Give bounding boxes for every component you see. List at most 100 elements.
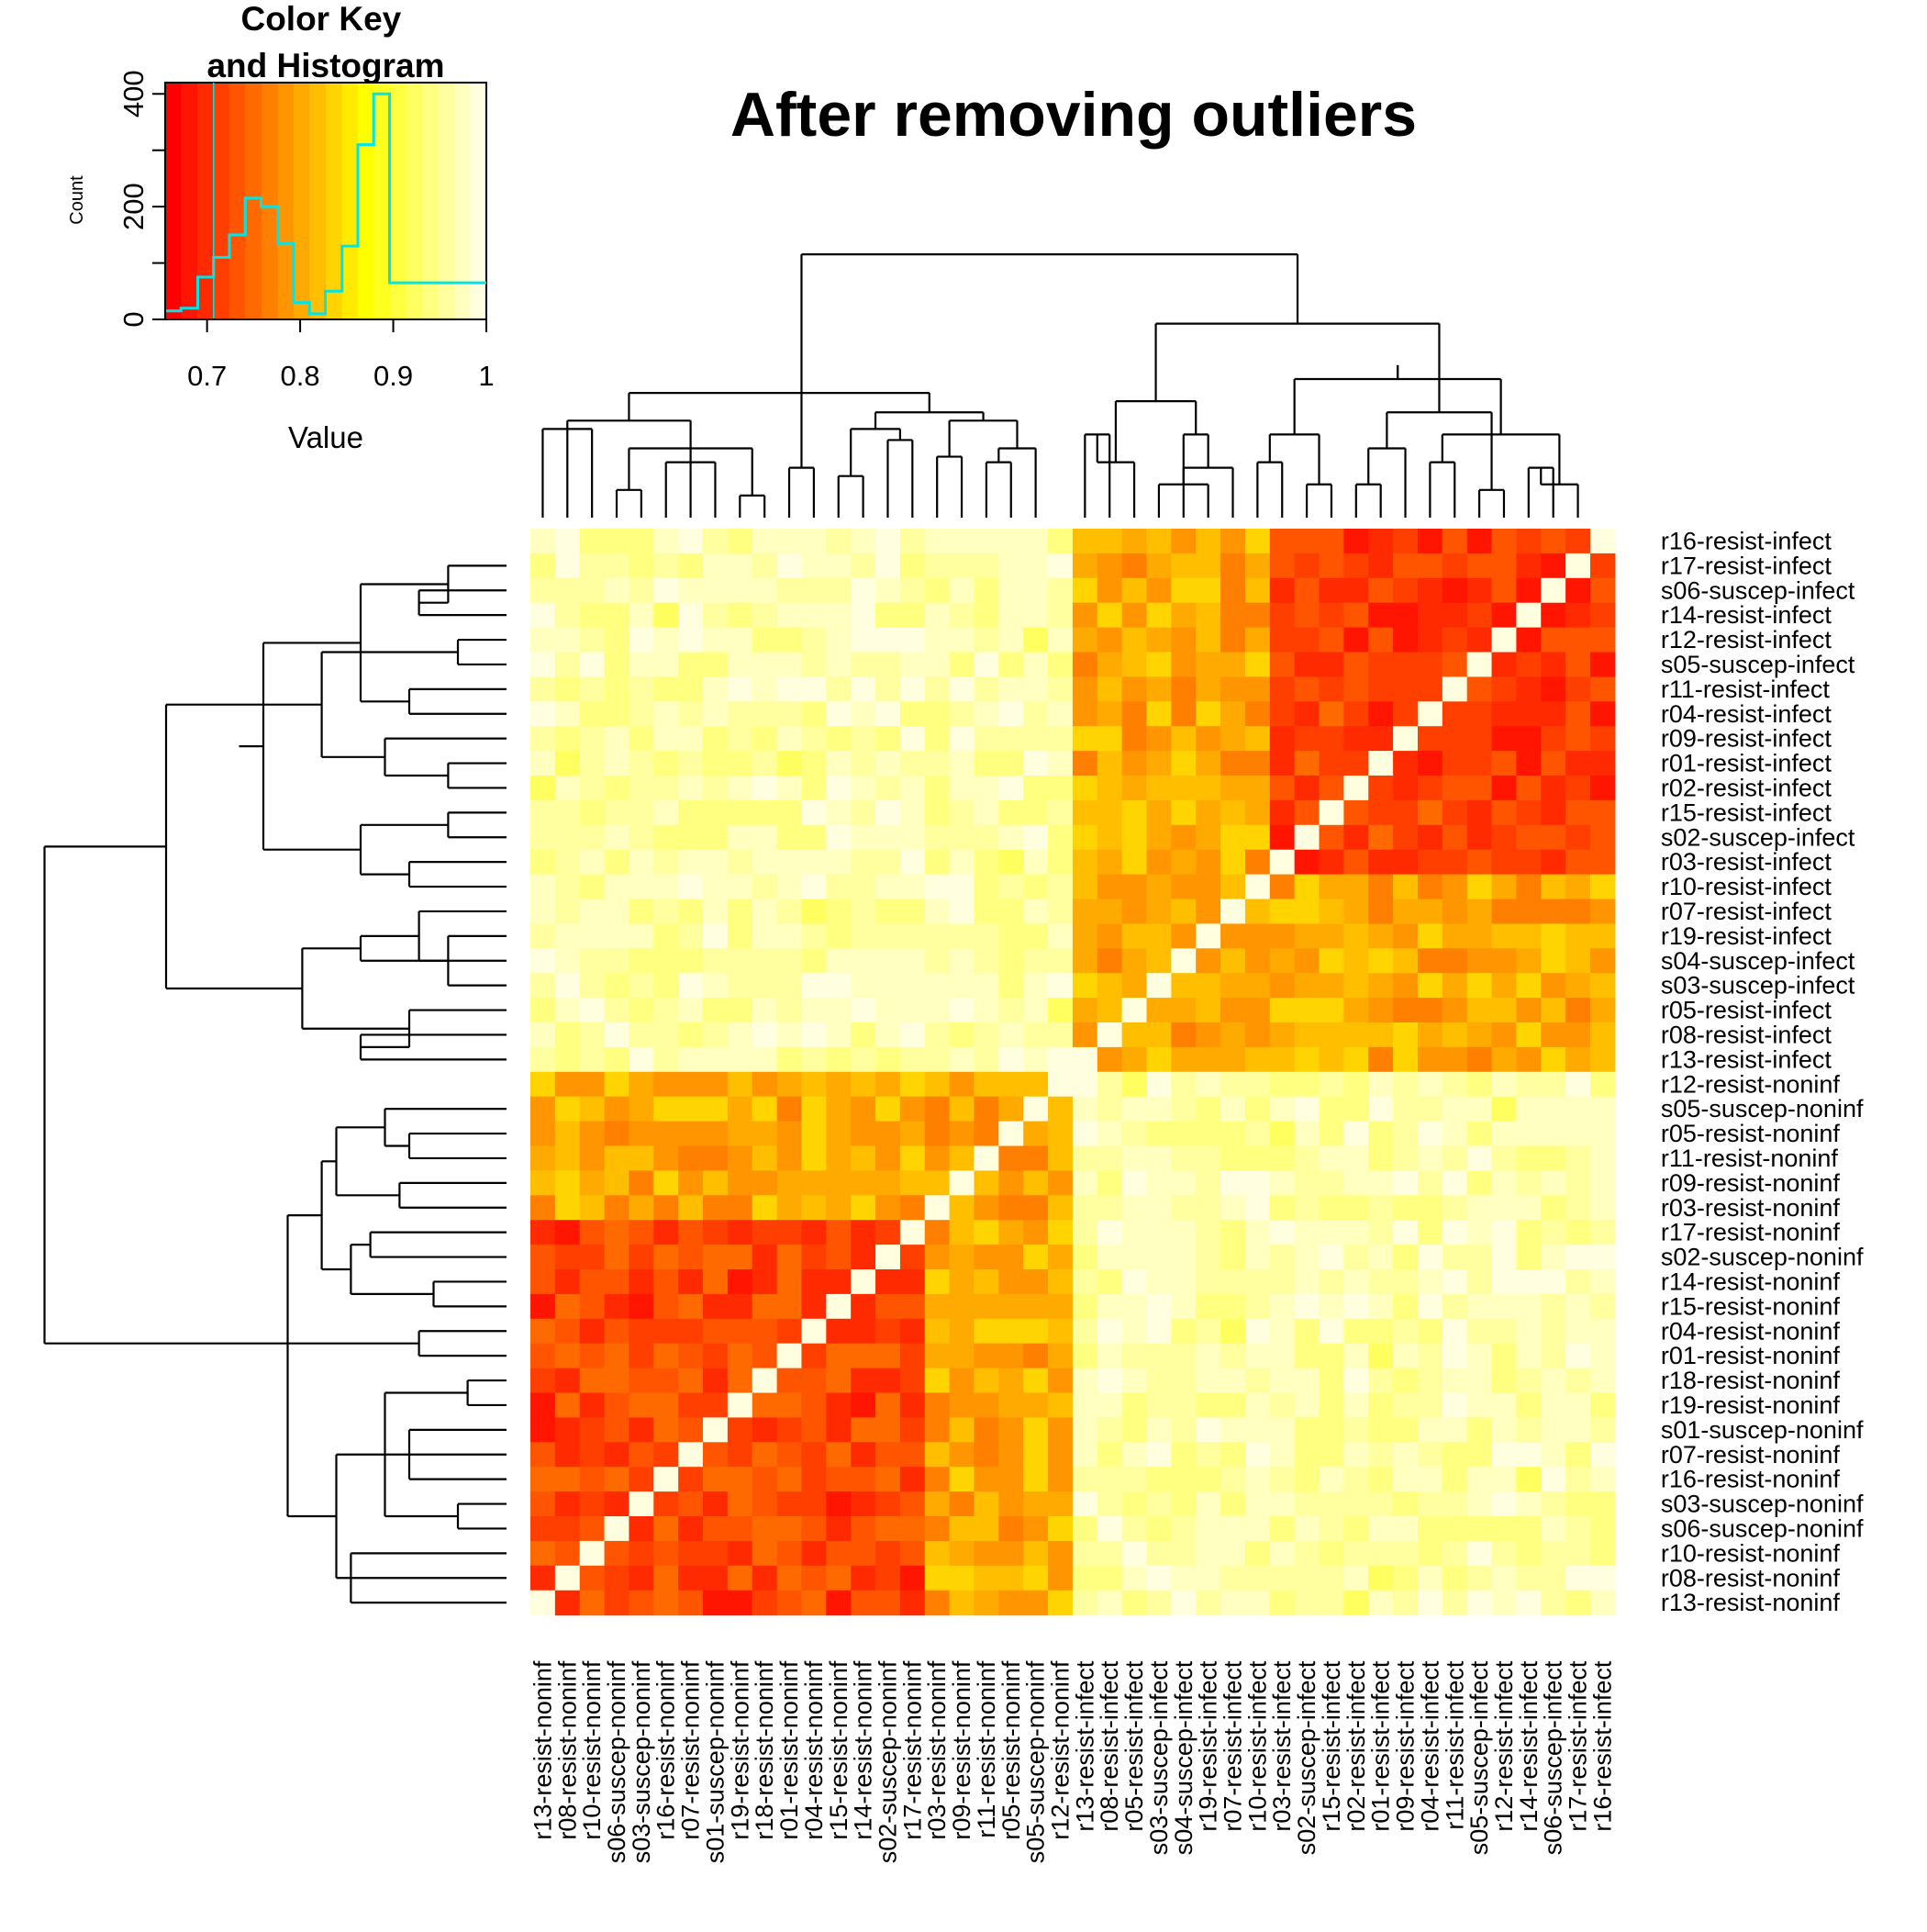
heatmap-cell — [1565, 652, 1591, 677]
heatmap-cell — [1244, 1417, 1271, 1443]
heatmap-cell — [1417, 1170, 1443, 1196]
heatmap-cell — [1368, 973, 1394, 999]
heatmap-cell — [1343, 849, 1369, 876]
heatmap-cell — [1319, 1121, 1344, 1147]
heatmap-cell — [801, 1368, 827, 1394]
heatmap-cell — [1442, 1170, 1468, 1196]
heatmap-cell — [727, 1442, 753, 1468]
heatmap-cell — [653, 1565, 679, 1591]
heatmap-cell — [653, 1022, 679, 1048]
heatmap-cell — [1220, 553, 1246, 579]
heatmap-cell — [1048, 553, 1074, 579]
heatmap-cell — [752, 1417, 778, 1443]
heatmap-cell — [826, 973, 852, 999]
heatmap-cell — [1294, 1565, 1320, 1591]
heatmap-cell — [554, 652, 581, 677]
heatmap-cell — [1368, 1220, 1394, 1245]
heatmap-cell — [776, 1417, 803, 1443]
heatmap-cell — [1319, 701, 1344, 727]
column-label: r08-resist-infect — [1096, 1660, 1123, 1832]
heatmap-cell — [1146, 676, 1172, 702]
heatmap-cell — [1319, 1293, 1344, 1320]
heatmap-cell — [530, 701, 556, 727]
heatmap-cell — [579, 1046, 606, 1073]
heatmap-cell — [554, 1318, 581, 1345]
heatmap-cell — [826, 799, 852, 826]
heatmap-cell — [1220, 1318, 1246, 1345]
heatmap-cell — [1393, 998, 1419, 1023]
heatmap-cell — [1393, 948, 1419, 974]
column-label: r05-resist-noninf — [997, 1660, 1025, 1840]
heatmap-cell — [1171, 1071, 1197, 1098]
heatmap-cell — [1171, 948, 1197, 974]
heatmap-cell — [801, 1170, 827, 1196]
heatmap-cell — [1121, 948, 1148, 974]
heatmap-cell — [924, 1071, 951, 1098]
heatmap-cell — [875, 849, 901, 876]
heatmap-cell — [1343, 1540, 1369, 1567]
column-label: r16-resist-infect — [1588, 1660, 1616, 1832]
heatmap-cell — [899, 1516, 926, 1542]
heatmap-cell — [604, 1071, 630, 1098]
heatmap-cell — [924, 1368, 951, 1394]
heatmap-cell — [579, 776, 606, 801]
heatmap-cell — [875, 627, 901, 653]
heatmap-cell — [1343, 1293, 1369, 1320]
heatmap-cell — [653, 776, 679, 801]
heatmap-cell — [1244, 726, 1271, 752]
heatmap-cell — [1294, 1046, 1320, 1073]
heatmap-cell — [1072, 1022, 1098, 1048]
heatmap-cell — [875, 874, 901, 900]
heatmap-cell — [1048, 1392, 1074, 1418]
heatmap-cell — [1541, 1442, 1566, 1468]
heatmap-cell — [579, 1491, 606, 1517]
heatmap-cell — [604, 1565, 630, 1591]
heatmap-cell — [530, 1590, 556, 1616]
color-key-title-line-2: and Histogram — [206, 47, 444, 84]
heatmap-cell — [1343, 1392, 1369, 1418]
heatmap-cell — [1417, 1269, 1443, 1295]
heatmap-cell — [826, 602, 852, 629]
heatmap-cell — [530, 973, 556, 999]
heatmap-cell — [851, 1220, 876, 1245]
heatmap-cell — [1023, 824, 1049, 851]
heatmap-cell — [1244, 577, 1271, 604]
heatmap-cell — [653, 602, 679, 629]
heatmap-cell — [875, 1590, 901, 1616]
heatmap-cell — [1146, 652, 1172, 677]
heatmap-cell — [1072, 1046, 1098, 1073]
heatmap-cell — [1319, 923, 1344, 949]
heatmap-cell — [1097, 1046, 1123, 1073]
heatmap-cell — [1072, 849, 1098, 876]
heatmap-cell — [554, 1516, 581, 1542]
heatmap-cell — [1393, 602, 1419, 629]
heatmap-cell — [1146, 1220, 1172, 1245]
heatmap-cell — [851, 1245, 876, 1270]
column-dendrogram — [541, 253, 1579, 518]
heatmap-cell — [949, 529, 975, 554]
heatmap-cell — [1466, 1195, 1493, 1221]
heatmap-cell — [1393, 1467, 1419, 1492]
heatmap-cell — [826, 1071, 852, 1098]
heatmap-cell — [1072, 948, 1098, 974]
heatmap-cell — [1097, 627, 1123, 653]
heatmap-cell — [1048, 1121, 1074, 1147]
heatmap-cell — [1319, 1565, 1344, 1591]
heatmap-cell — [1023, 998, 1049, 1023]
heatmap-cell — [653, 1442, 679, 1468]
heatmap-cell — [875, 676, 901, 702]
heatmap-cell — [974, 726, 999, 752]
heatmap-cell — [1466, 1269, 1493, 1295]
heatmap-cell — [554, 973, 581, 999]
heatmap-cell — [1393, 627, 1419, 653]
heatmap-cell — [629, 923, 654, 949]
heatmap-cell — [1244, 1565, 1271, 1591]
heatmap-cell — [899, 602, 926, 629]
heatmap-cell — [801, 701, 827, 727]
heatmap-cell — [678, 899, 704, 924]
row-label: r16-resist-noninf — [1661, 1466, 1841, 1493]
heatmap-cell — [1417, 1540, 1443, 1567]
heatmap-cell — [678, 1046, 704, 1073]
heatmap-cell — [1023, 1343, 1049, 1369]
heatmap-cell — [1368, 1540, 1394, 1567]
